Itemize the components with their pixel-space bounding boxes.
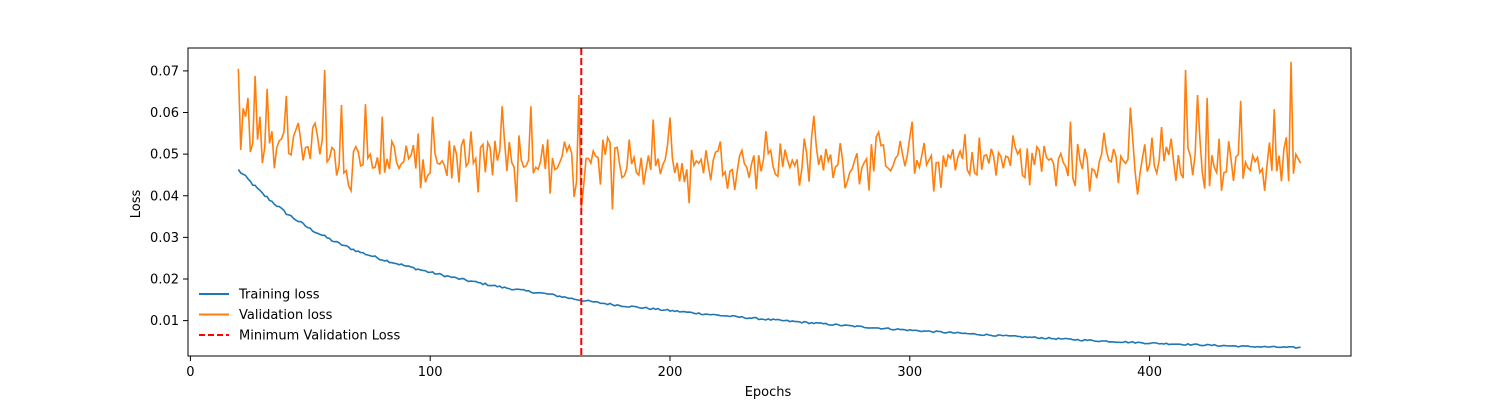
y-tick-label: 0.01: [150, 314, 179, 329]
x-tick-label: 100: [418, 365, 443, 380]
y-tick-label: 0.06: [150, 106, 179, 121]
legend: Training loss Validation loss Minimum Vali…: [199, 288, 400, 344]
x-tick-label: 300: [897, 365, 922, 380]
y-tick-label: 0.04: [150, 189, 179, 204]
y-tick-label: 0.02: [150, 273, 179, 288]
training-loss-line: [237, 168, 1301, 349]
validation-loss-line: [237, 61, 1302, 210]
axes: 0 100 200 300 400 0.01 0.02 0.03 0.04 0.05 0.06 0.0…: [150, 47, 1352, 380]
y-tick-label: 0.07: [150, 64, 179, 79]
y-axis-label: Loss: [129, 190, 144, 219]
x-axis-label: Epochs: [745, 385, 792, 400]
plot-frame: [187, 47, 1352, 357]
x-tick-label: 400: [1137, 365, 1162, 380]
legend-label: Training loss: [238, 288, 320, 303]
legend-label: Validation loss: [239, 308, 333, 323]
y-tick-label: 0.03: [150, 231, 179, 246]
y-tick-label: 0.05: [150, 148, 179, 163]
plot-area: [237, 48, 1302, 356]
x-tick-label: 200: [658, 365, 683, 380]
x-tick-label: 0: [186, 365, 194, 380]
legend-label: Minimum Validation Loss: [239, 329, 400, 344]
